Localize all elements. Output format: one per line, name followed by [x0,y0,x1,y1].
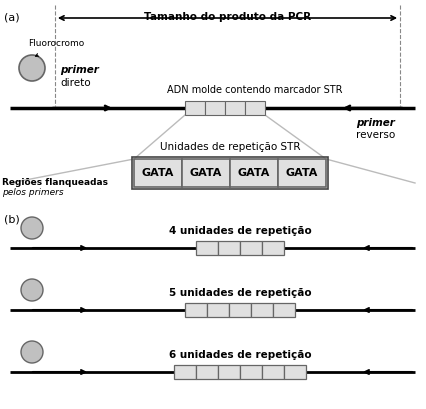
Text: pelos primers: pelos primers [2,188,63,197]
Text: reverso: reverso [355,130,394,140]
Bar [184,101,204,115]
Bar [218,365,239,379]
Text: 5 unidades de repetição: 5 unidades de repetição [168,288,311,298]
Circle shape [21,341,43,363]
Bar [262,365,283,379]
Text: Tamanho do produto da PCR: Tamanho do produto da PCR [144,12,310,22]
Bar [173,365,196,379]
Text: GATA: GATA [237,168,270,178]
Text: direto: direto [60,78,90,88]
Text: primer: primer [60,65,99,75]
Bar [272,303,294,317]
Bar [230,159,277,187]
Text: 4 unidades de repetição: 4 unidades de repetição [168,226,311,236]
Bar [225,101,245,115]
Circle shape [19,55,45,81]
Bar [196,241,218,255]
Bar [181,159,230,187]
Bar [250,303,272,317]
Bar [196,365,218,379]
Bar [262,241,283,255]
Text: GATA: GATA [285,168,317,178]
Bar [283,365,305,379]
Bar [239,241,262,255]
Bar [277,159,325,187]
Bar [218,241,239,255]
Text: (a): (a) [4,12,20,22]
Bar [245,101,265,115]
Circle shape [21,217,43,239]
Text: Unidades de repetição STR: Unidades de repetição STR [159,142,299,152]
Text: Regiões flanqueadas: Regiões flanqueadas [2,178,108,187]
Text: GATA: GATA [141,168,174,178]
Bar [207,303,228,317]
Text: (b): (b) [4,215,20,225]
Bar [204,101,225,115]
Text: primer: primer [355,118,394,128]
Bar [134,159,181,187]
Bar [184,303,207,317]
Bar [239,365,262,379]
Bar [132,157,327,189]
Text: Fluorocromo: Fluorocromo [28,39,84,48]
Circle shape [21,279,43,301]
Text: 6 unidades de repetição: 6 unidades de repetição [168,350,311,360]
Text: GATA: GATA [190,168,222,178]
Text: ADN molde contendo marcador STR: ADN molde contendo marcador STR [167,85,342,95]
Bar [228,303,250,317]
